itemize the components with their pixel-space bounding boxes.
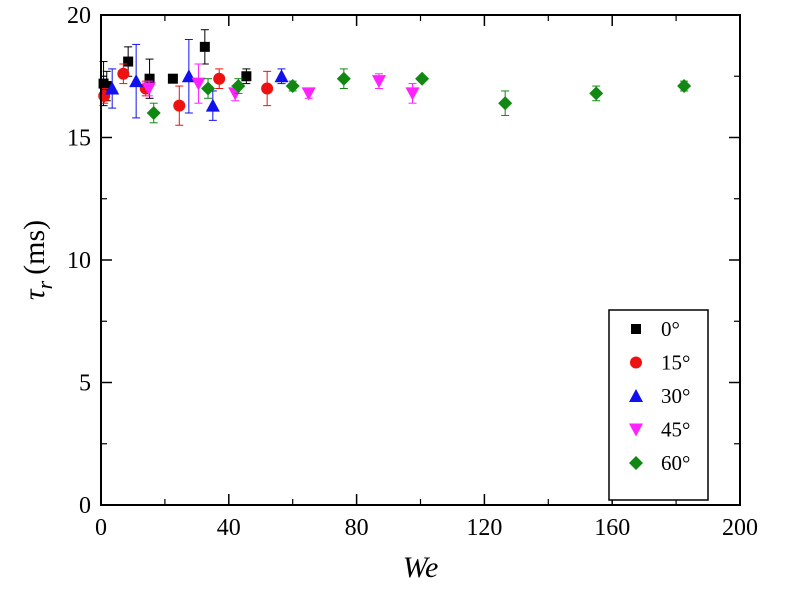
x-tick-label: 120 bbox=[466, 515, 502, 541]
x-tick-label: 40 bbox=[217, 515, 241, 541]
data-point bbox=[415, 71, 430, 86]
y-axis-unit: (ms) bbox=[18, 220, 51, 275]
legend-item: 0° bbox=[631, 317, 680, 341]
data-point bbox=[498, 96, 513, 111]
data-point bbox=[677, 79, 692, 94]
data-point bbox=[199, 41, 210, 52]
legend-marker bbox=[629, 423, 643, 437]
legend-marker bbox=[629, 456, 643, 470]
series-0 bbox=[98, 29, 252, 107]
x-tick-label: 160 bbox=[594, 515, 630, 541]
legend-marker bbox=[630, 356, 642, 369]
data-point bbox=[129, 74, 144, 88]
x-tick-label: 80 bbox=[345, 515, 369, 541]
data-point bbox=[144, 73, 155, 84]
data-point bbox=[123, 56, 134, 67]
data-point bbox=[191, 77, 206, 91]
data-point bbox=[285, 79, 300, 94]
data-point bbox=[173, 99, 186, 112]
legend-item: 30° bbox=[629, 384, 690, 408]
y-axis-title: τr (ms) bbox=[18, 220, 57, 300]
data-point bbox=[205, 98, 220, 112]
legend-box bbox=[608, 309, 709, 501]
data-point bbox=[589, 86, 604, 101]
data-point bbox=[301, 87, 316, 101]
data-point bbox=[167, 73, 178, 84]
legend-label: 0° bbox=[661, 317, 680, 341]
legend-item: 60° bbox=[629, 451, 690, 475]
y-tick-label: 15 bbox=[67, 126, 91, 152]
legend-label: 60° bbox=[661, 451, 690, 475]
data-point bbox=[231, 79, 246, 94]
series-2 bbox=[105, 39, 289, 121]
series-4 bbox=[146, 68, 692, 124]
data-point bbox=[336, 71, 351, 86]
x-tick-label: 0 bbox=[95, 515, 107, 541]
y-axis-subscript: r bbox=[32, 280, 57, 289]
y-axis-symbol: τ bbox=[18, 288, 51, 300]
legend-marker bbox=[631, 324, 641, 334]
data-point bbox=[261, 82, 274, 95]
x-tick-label: 200 bbox=[722, 515, 758, 541]
y-tick-label: 0 bbox=[79, 493, 91, 519]
data-point bbox=[371, 75, 386, 89]
plot-frame bbox=[100, 14, 741, 506]
legend-label: 30° bbox=[661, 384, 690, 408]
data-point bbox=[141, 82, 156, 96]
legend: 0° 15° 30° 45° 60° bbox=[608, 309, 709, 501]
y-tick-label: 20 bbox=[67, 3, 91, 29]
y-tick-label: 10 bbox=[67, 248, 91, 274]
data-point bbox=[117, 67, 130, 80]
data-point bbox=[101, 81, 112, 92]
data-point bbox=[274, 69, 289, 83]
data-markers bbox=[98, 29, 692, 126]
y-tick-label: 5 bbox=[79, 371, 91, 397]
data-point bbox=[241, 71, 252, 82]
data-point bbox=[105, 81, 120, 95]
data-point bbox=[146, 106, 161, 120]
data-point bbox=[201, 81, 216, 96]
legend-item: 15° bbox=[630, 351, 690, 375]
legend-label: 45° bbox=[661, 418, 690, 442]
legend-label: 15° bbox=[661, 351, 690, 375]
legend-marker bbox=[629, 389, 643, 402]
x-axis-title: We bbox=[403, 551, 439, 584]
data-point bbox=[405, 87, 420, 101]
axis-ticks: 0 40 80 120 160 200 0 5 10 15 20 bbox=[67, 3, 758, 541]
legend-item: 45° bbox=[629, 418, 690, 442]
data-point bbox=[213, 72, 226, 85]
